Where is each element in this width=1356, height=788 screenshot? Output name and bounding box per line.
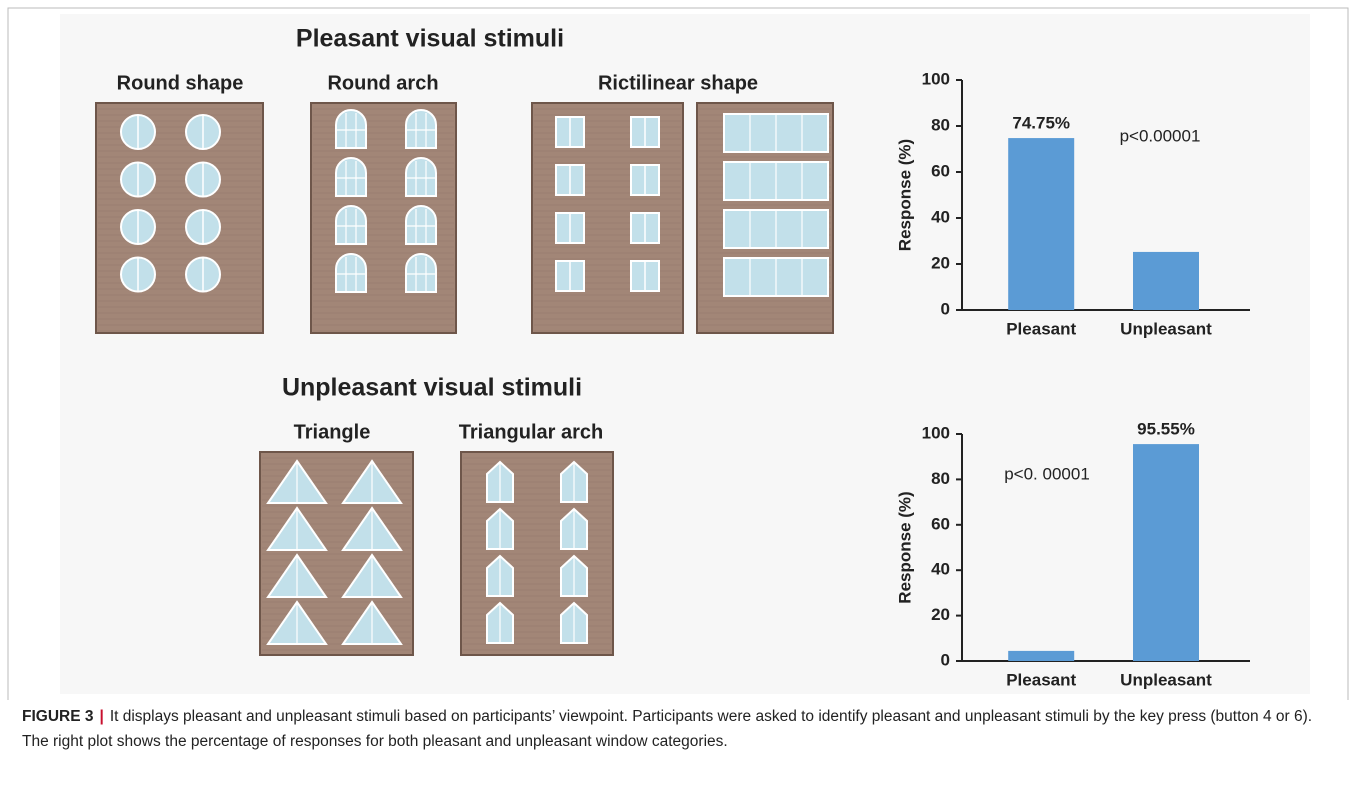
annotation: p<0.00001: [1120, 126, 1201, 145]
building-wall: [531, 102, 684, 334]
y-tick-label: 80: [931, 469, 950, 488]
y-tick-label: 60: [931, 514, 950, 533]
building-label: Round arch: [327, 72, 438, 94]
window-frame: [406, 113, 436, 148]
bar: [1008, 650, 1075, 661]
window: [335, 157, 367, 197]
building-label: Round shape: [117, 72, 244, 94]
window: [335, 109, 367, 149]
window-frame: [336, 209, 366, 244]
y-tick-label: 0: [941, 650, 950, 669]
building-label: Triangle: [294, 421, 371, 443]
y-tick-label: 40: [931, 560, 950, 579]
window-frame: [406, 209, 436, 244]
bar: [1008, 138, 1075, 310]
figure-frame: [7, 7, 1349, 700]
caption: FIGURE 3 | It displays pleasant and unplea…: [22, 704, 1332, 754]
window: [405, 205, 437, 245]
x-tick-label: Pleasant: [1006, 670, 1076, 689]
bar: [1133, 444, 1199, 661]
window: [335, 205, 367, 245]
value-label: 95.55%: [1137, 420, 1195, 439]
y-tick-label: 20: [931, 605, 950, 624]
value-label: 74.75%: [1012, 114, 1070, 133]
y-tick-label: 20: [931, 253, 950, 272]
window-frame: [336, 113, 366, 148]
building-label: Triangular arch: [459, 421, 604, 443]
caption-separator: |: [99, 708, 104, 725]
figure: Pleasant visual stimuli Unpleasant visua…: [7, 7, 1349, 700]
window-frame: [336, 161, 366, 196]
y-tick-label: 100: [922, 69, 950, 88]
y-axis-label: Response (%): [895, 491, 914, 603]
building-wall: [460, 451, 614, 656]
window-frame: [336, 257, 366, 292]
charts: 0 20 40 60 80 100 Response (%) Pleasant 74.75% Un…: [895, 69, 1250, 689]
buildings: [95, 102, 834, 656]
window: [405, 157, 437, 197]
y-tick-label: 40: [931, 207, 950, 226]
x-tick-label: Unpleasant: [1120, 319, 1212, 338]
y-tick-label: 60: [931, 161, 950, 180]
window-frame: [406, 257, 436, 292]
bar-chart: 0 20 40 60 80 100 Response (%) Pleasant 74.75% Un…: [895, 69, 1250, 338]
x-tick-label: Pleasant: [1006, 319, 1076, 338]
heading: Pleasant visual stimuli: [296, 25, 564, 53]
building-label: Rictilinear shape: [598, 72, 758, 94]
heading: Unpleasant visual stimuli: [282, 374, 582, 402]
y-tick-label: 0: [941, 299, 950, 318]
x-tick-label: Unpleasant: [1120, 670, 1212, 689]
annotation: p<0. 00001: [1004, 464, 1090, 483]
bar-chart: 0 20 40 60 80 100 Response (%) Pleasant Unpleasa…: [895, 420, 1250, 689]
y-tick-label: 100: [922, 423, 950, 442]
bar: [1133, 251, 1199, 310]
y-axis-label: Response (%): [895, 139, 914, 251]
caption-text: It displays pleasant and unpleasant stim…: [22, 708, 1313, 750]
window-frame: [406, 161, 436, 196]
window: [405, 109, 437, 149]
window: [335, 253, 367, 293]
window: [405, 253, 437, 293]
caption-label: FIGURE 3: [22, 708, 94, 725]
y-tick-label: 80: [931, 115, 950, 134]
